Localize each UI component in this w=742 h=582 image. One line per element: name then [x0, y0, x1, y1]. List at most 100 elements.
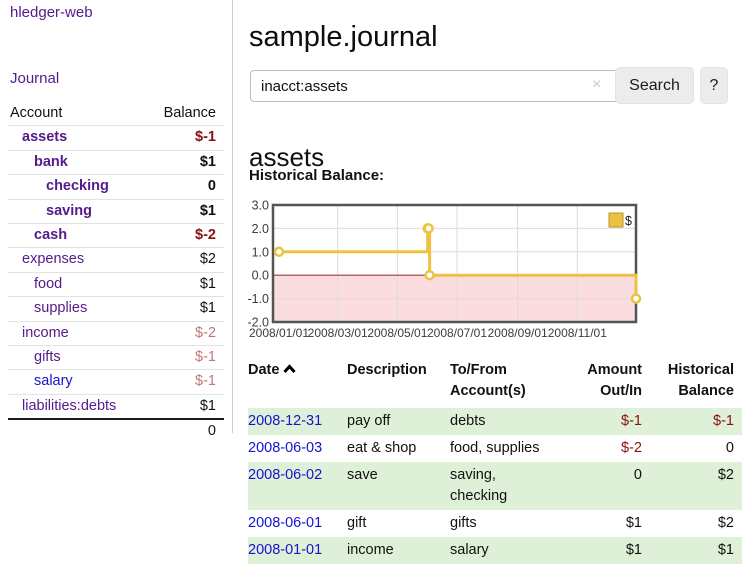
search-clear-icon[interactable]: × — [592, 76, 602, 93]
legend-label: $ — [625, 214, 632, 228]
account-link-saving[interactable]: saving — [46, 202, 92, 219]
account-balance: $-1 — [146, 345, 224, 371]
account-link-supplies[interactable]: supplies — [34, 300, 88, 317]
account-balance: $-2 — [146, 321, 224, 346]
register-cell-amount: $-2 — [621, 440, 642, 457]
register-header-accounts: To/From Account(s) — [450, 362, 526, 400]
transaction-date-link[interactable]: 2008-06-02 — [248, 467, 323, 484]
account-balance: $-1 — [146, 369, 224, 395]
register-cell-description: gift — [347, 515, 367, 532]
accounts-total-row: 0 — [8, 418, 224, 444]
register-cell-balance: $2 — [717, 467, 734, 484]
help-button[interactable]: ? — [700, 67, 728, 104]
register-row: 2008-06-02 save saving, checking 0 $2 — [248, 462, 742, 511]
account-row: saving $1 — [8, 199, 224, 224]
account-link-salary[interactable]: salary — [34, 373, 73, 390]
y-tick-label: 3.0 — [252, 199, 269, 213]
account-row: supplies $1 — [8, 296, 224, 322]
register-cell-balance: 0 — [725, 440, 734, 457]
register-row: 2008-06-03 eat & shop food, supplies $-2 0 — [248, 435, 742, 462]
search-button[interactable]: Search — [615, 67, 694, 104]
account-link-food[interactable]: food — [34, 275, 63, 292]
account-balance: $-1 — [146, 125, 224, 151]
transaction-date-link[interactable]: 2008-06-01 — [248, 515, 323, 532]
account-row: assets $-1 — [8, 125, 224, 151]
account-balance: $1 — [146, 272, 224, 298]
x-tick-label: 2008/05/01 — [367, 326, 427, 340]
account-link-cash[interactable]: cash — [34, 226, 68, 243]
register-header-amount: Amount Out/In — [587, 362, 642, 400]
account-balance: 0 — [146, 174, 224, 200]
register-cell-date: 2008-06-03 — [248, 435, 347, 462]
register-header-row: Date Description To/From Account(s) Amou… — [248, 358, 742, 408]
account-balance: $1 — [146, 394, 224, 420]
app-title-link[interactable]: hledger-web — [10, 4, 93, 21]
account-row: cash $-2 — [8, 223, 224, 249]
transaction-date-link[interactable]: 2008-06-03 — [248, 440, 323, 457]
accounts-total-spacer — [8, 418, 147, 444]
register-header-description: Description — [347, 362, 427, 378]
x-tick-label: 2008/03/01 — [308, 326, 368, 340]
y-tick-label: 1.0 — [252, 245, 269, 259]
register-cell-accounts: salary — [450, 542, 489, 559]
account-link-checking[interactable]: checking — [46, 178, 109, 195]
register-cell-balance: $2 — [717, 515, 734, 532]
register-cell-date: 2008-06-01 — [248, 510, 347, 537]
register-cell-date: 2008-06-02 — [248, 462, 347, 510]
balance-chart: $3.0 2.0 1.0 0.0 -1.0 -2.02008/01/012008/03/0… — [247, 199, 642, 340]
register-header-balance: Historical Balance — [667, 362, 734, 400]
account-link-bank[interactable]: bank — [34, 153, 68, 170]
register-row: 2008-01-01 income salary $1 $1 — [248, 537, 742, 565]
x-tick-label: 2008/01/01 — [249, 326, 309, 340]
account-row: food $1 — [8, 272, 224, 298]
accounts-total-value: 0 — [146, 418, 224, 444]
account-heading: assets — [249, 141, 325, 172]
register-cell-description: income — [347, 542, 394, 559]
account-link-liabilities-debts[interactable]: liabilities:debts — [22, 397, 117, 414]
x-tick-label: 2008/07/01 — [427, 326, 487, 340]
page-title: sample.journal — [249, 21, 438, 54]
register-cell-accounts: saving, checking — [450, 467, 508, 505]
register-table: Date Description To/From Account(s) Amou… — [248, 358, 742, 565]
account-row: liabilities:debts $1 — [8, 394, 224, 420]
account-row: gifts $-1 — [8, 345, 224, 371]
account-balance: $1 — [146, 296, 224, 322]
account-link-expenses[interactable]: expenses — [22, 251, 85, 268]
register-cell-description: save — [347, 467, 378, 484]
register-row: 2008-06-01 gift gifts $1 $2 — [248, 510, 742, 537]
register-cell-balance: $1 — [717, 542, 734, 559]
register-cell-amount: $1 — [625, 542, 642, 559]
account-link-income[interactable]: income — [22, 324, 69, 341]
register-row: 2008-12-31 pay off debts $-1 $-1 — [248, 408, 742, 436]
account-row: income $-2 — [8, 321, 224, 346]
register-cell-description: eat & shop — [347, 440, 417, 457]
register-cell-balance: $-1 — [713, 413, 734, 430]
y-tick-label: -1.0 — [247, 292, 269, 306]
legend-swatch — [608, 212, 624, 228]
account-link-gifts[interactable]: gifts — [34, 348, 61, 365]
account-row: salary $-1 — [8, 369, 224, 395]
register-cell-accounts: debts — [450, 413, 486, 430]
sidebar-item-journal[interactable]: Journal — [10, 70, 60, 87]
account-column-header: Account — [8, 102, 147, 127]
sidebar: hledger-web Journal Account Balance asse… — [0, 0, 233, 444]
account-row: checking 0 — [8, 174, 224, 200]
register-cell-amount: $1 — [625, 515, 642, 532]
y-tick-label: 2.0 — [252, 222, 269, 236]
balance-column-header: Balance — [146, 102, 224, 127]
transaction-date-link[interactable]: 2008-01-01 — [248, 542, 323, 559]
x-tick-label: 2008/09/01 — [488, 326, 548, 340]
account-row: expenses $2 — [8, 247, 224, 273]
search-input[interactable] — [250, 70, 620, 102]
y-tick-label: -2.0 — [247, 316, 269, 330]
account-balance: $1 — [146, 150, 224, 176]
account-balance: $-2 — [146, 223, 224, 249]
register-header-date[interactable]: Date — [248, 358, 347, 408]
register-cell-amount: 0 — [633, 467, 642, 484]
account-link-assets[interactable]: assets — [22, 129, 68, 146]
transaction-date-link[interactable]: 2008-12-31 — [248, 413, 323, 430]
accounts-table-header: Account Balance — [8, 102, 224, 127]
register-cell-date: 2008-01-01 — [248, 537, 347, 564]
x-tick-label: 2008/11/01 — [548, 326, 607, 340]
register-cell-description: pay off — [347, 413, 391, 430]
